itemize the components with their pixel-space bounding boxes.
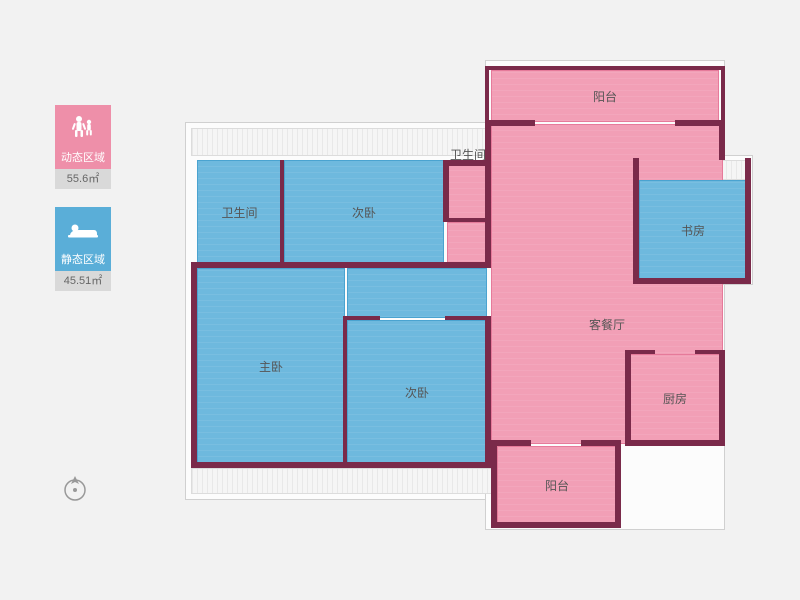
wall: [491, 522, 619, 528]
wall: [491, 440, 497, 528]
room-label: 客餐厅: [589, 316, 625, 333]
wall: [625, 350, 631, 446]
wall: [485, 120, 535, 126]
wall: [491, 440, 531, 446]
room-label: 书房: [681, 222, 705, 239]
wall: [280, 160, 284, 266]
wall: [633, 158, 639, 284]
wall: [625, 440, 725, 446]
room-bed2b: 次卧: [347, 320, 487, 464]
room-label: 次卧: [405, 384, 429, 401]
room-bath1: 卫生间: [197, 160, 282, 264]
wall: [191, 262, 197, 468]
wall: [343, 316, 347, 466]
room-label: 阳台: [545, 477, 569, 494]
legend-static: 静态区域 45.51㎡: [55, 207, 111, 291]
room-label: 卫生间: [221, 204, 257, 221]
wall: [633, 278, 751, 284]
legend-static-value: 45.51㎡: [55, 271, 111, 291]
legend-dynamic-title: 动态区域: [55, 147, 111, 169]
room-balcony_top: 阳台: [491, 70, 719, 122]
legend: 动态区域 55.6㎡ 静态区域 45.51㎡: [55, 105, 119, 309]
compass-icon: [60, 472, 90, 507]
room-kitchen: 厨房: [629, 354, 721, 442]
floorplan: 阳台客餐厅卫生间厨房阳台卫生间次卧主卧次卧书房: [185, 60, 755, 530]
sleep-icon: [55, 207, 111, 249]
room-study: 书房: [639, 180, 747, 280]
wall: [745, 158, 751, 284]
legend-dynamic-value: 55.6㎡: [55, 169, 111, 189]
wall: [443, 218, 491, 222]
wall: [581, 440, 621, 446]
wall: [485, 120, 491, 268]
wall: [695, 350, 725, 354]
wall: [191, 462, 491, 468]
legend-static-title: 静态区域: [55, 249, 111, 271]
wall: [443, 160, 449, 220]
wall: [721, 66, 725, 124]
room-bed_master: 主卧: [197, 268, 345, 464]
wall: [719, 350, 725, 446]
room-label: 厨房: [663, 390, 687, 407]
wall: [625, 350, 655, 354]
wall: [719, 120, 725, 160]
wall: [443, 160, 491, 166]
room-bath2: 卫生间: [447, 164, 489, 220]
room-label: 阳台: [593, 88, 617, 105]
room-label: 主卧: [259, 358, 283, 375]
people-icon: [55, 105, 111, 147]
wall: [485, 66, 489, 124]
room-balcony_bot: 阳台: [497, 446, 617, 524]
room-label: 次卧: [352, 204, 376, 221]
plan-hatch: [191, 128, 499, 156]
room-blue_corridor: [347, 268, 487, 318]
legend-dynamic: 动态区域 55.6㎡: [55, 105, 111, 189]
wall: [485, 66, 725, 70]
wall: [445, 316, 491, 320]
wall: [675, 120, 725, 126]
wall: [345, 316, 380, 320]
wall: [615, 440, 621, 528]
room-bed2a: 次卧: [284, 160, 444, 264]
plan-hatch: [191, 468, 499, 494]
wall: [191, 262, 491, 268]
